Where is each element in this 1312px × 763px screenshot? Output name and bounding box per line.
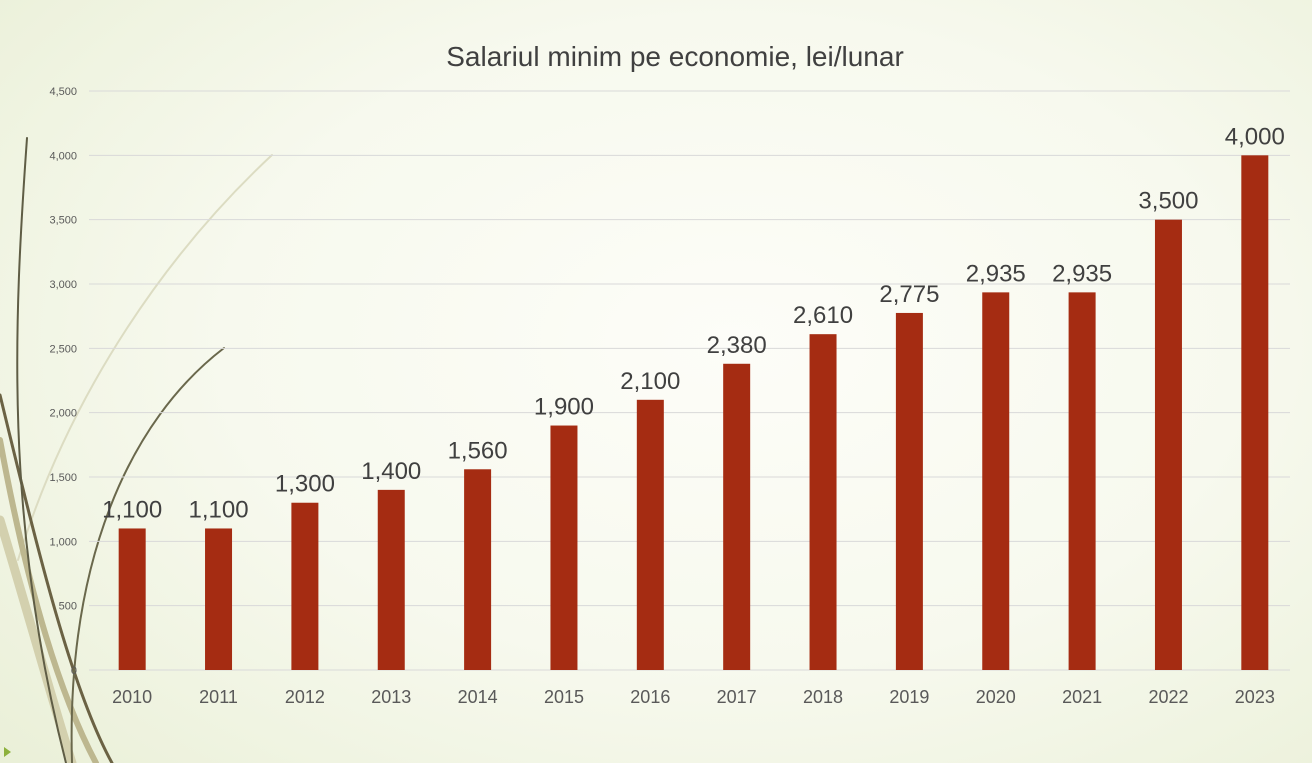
x-tick-label-2022: 2022 xyxy=(1148,687,1188,707)
bar-2015 xyxy=(550,425,578,670)
bar-2020 xyxy=(982,292,1010,670)
data-label-2010: 1,100 xyxy=(102,496,162,523)
wisp-curve xyxy=(17,154,273,561)
y-tick-label: 500 xyxy=(59,601,77,613)
data-label-2022: 3,500 xyxy=(1138,188,1198,215)
x-tick-label-2011: 2011 xyxy=(199,687,238,707)
data-label-2012: 1,300 xyxy=(275,471,335,498)
data-label-2018: 2,610 xyxy=(793,302,853,329)
data-label-2013: 1,400 xyxy=(361,458,421,485)
wisp-curve xyxy=(0,515,77,763)
y-tick-label: 3,500 xyxy=(49,215,77,227)
y-tick-label: 3,000 xyxy=(49,279,77,291)
data-label-2021: 2,935 xyxy=(1052,260,1112,287)
arrow-bullet-icon xyxy=(4,747,11,757)
bar-2021 xyxy=(1068,292,1096,670)
data-label-2019: 2,775 xyxy=(879,281,939,308)
data-label-2014: 1,560 xyxy=(448,437,508,464)
y-axis: 0 500 1,000 1,500 2,000 2,500 3,000 3,500 4,000 4… xyxy=(49,86,77,677)
x-tick-label-2019: 2019 xyxy=(889,687,929,707)
wisp-curve xyxy=(70,347,225,763)
x-tick-label-2016: 2016 xyxy=(630,687,670,707)
y-tick-label: 4,000 xyxy=(49,150,77,162)
data-label-2015: 1,900 xyxy=(534,394,594,421)
bar-2023 xyxy=(1241,155,1269,671)
x-tick-label-2018: 2018 xyxy=(803,687,843,707)
y-tick-label: 4,500 xyxy=(49,86,77,98)
x-tick-label-2020: 2020 xyxy=(976,687,1016,707)
bar-2022 xyxy=(1154,219,1182,670)
bar-2012 xyxy=(291,502,319,670)
data-label-2011: 1,100 xyxy=(189,496,249,523)
x-tick-label-2021: 2021 xyxy=(1062,687,1102,707)
bar-2018 xyxy=(809,334,837,670)
data-label-2017: 2,380 xyxy=(707,332,767,359)
data-labels: 1,100 1,100 1,300 1,400 1,560 1,900 2,100 2,380… xyxy=(102,123,1285,523)
wisp-curve xyxy=(16,137,67,763)
bar-2014 xyxy=(464,469,492,670)
wisp-curve xyxy=(0,437,99,763)
bars xyxy=(118,155,1269,671)
x-tick-label-2015: 2015 xyxy=(544,687,584,707)
bar-2010 xyxy=(118,528,146,670)
data-label-2016: 2,100 xyxy=(620,368,680,395)
bar-2017 xyxy=(723,363,751,670)
y-tick-label: 1,500 xyxy=(49,472,77,484)
x-tick-label-2013: 2013 xyxy=(371,687,411,707)
wisp-curve xyxy=(0,393,114,763)
bar-2019 xyxy=(895,312,923,670)
x-tick-label-2012: 2012 xyxy=(285,687,325,707)
y-tick-label: 2,500 xyxy=(49,343,77,355)
x-tick-label-2014: 2014 xyxy=(458,687,498,707)
data-label-2023: 4,000 xyxy=(1225,123,1285,150)
y-tick-label: 0 xyxy=(71,665,77,677)
x-axis: 2010 2011 2012 2013 2014 2015 2016 2017 2018 2019… xyxy=(112,687,1275,707)
data-label-2020: 2,935 xyxy=(966,260,1026,287)
gridlines xyxy=(89,90,1290,671)
bar-2011 xyxy=(205,528,233,670)
bar-2016 xyxy=(636,399,664,670)
x-tick-label-2023: 2023 xyxy=(1235,687,1275,707)
y-tick-label: 2,000 xyxy=(49,408,77,420)
y-tick-label: 1,000 xyxy=(49,536,77,548)
x-tick-label-2010: 2010 xyxy=(112,687,152,707)
x-tick-label-2017: 2017 xyxy=(717,687,757,707)
chart-title: Salariul minim pe economie, lei/lunar xyxy=(446,41,904,72)
bar-2013 xyxy=(377,489,405,670)
